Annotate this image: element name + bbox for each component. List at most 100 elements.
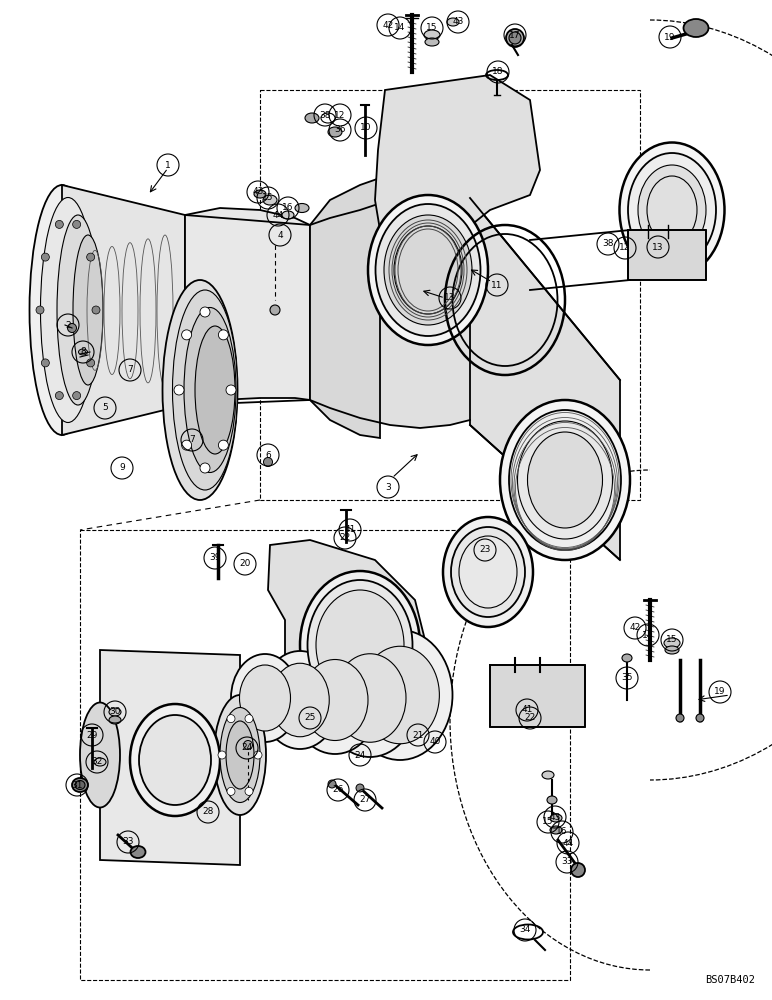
- Ellipse shape: [509, 32, 521, 44]
- Ellipse shape: [261, 651, 339, 749]
- Polygon shape: [268, 540, 425, 725]
- Text: 13: 13: [444, 294, 455, 302]
- Ellipse shape: [302, 660, 368, 740]
- Text: 34: 34: [520, 926, 530, 934]
- Text: 33: 33: [561, 857, 573, 866]
- Circle shape: [73, 220, 80, 228]
- Ellipse shape: [80, 702, 120, 808]
- Ellipse shape: [361, 646, 439, 744]
- Text: 28: 28: [202, 808, 214, 816]
- Ellipse shape: [322, 639, 418, 757]
- Text: 24: 24: [354, 750, 366, 760]
- Text: 8: 8: [80, 348, 86, 357]
- Text: 36: 36: [334, 125, 346, 134]
- Ellipse shape: [316, 590, 404, 700]
- Text: 32: 32: [91, 758, 103, 766]
- Circle shape: [86, 359, 95, 367]
- Ellipse shape: [622, 654, 632, 662]
- Text: 22: 22: [524, 714, 536, 722]
- Ellipse shape: [356, 784, 364, 792]
- Polygon shape: [375, 75, 540, 245]
- Text: 27: 27: [359, 796, 371, 804]
- Text: 12: 12: [334, 110, 346, 119]
- Ellipse shape: [443, 517, 533, 627]
- Ellipse shape: [571, 863, 585, 877]
- Ellipse shape: [305, 113, 319, 123]
- Ellipse shape: [638, 165, 706, 255]
- Ellipse shape: [162, 280, 238, 500]
- Polygon shape: [310, 195, 470, 428]
- Text: 41: 41: [521, 706, 533, 714]
- Text: 43: 43: [452, 17, 464, 26]
- Ellipse shape: [29, 185, 94, 435]
- Ellipse shape: [542, 771, 554, 779]
- Text: 15: 15: [426, 23, 438, 32]
- Ellipse shape: [307, 580, 412, 710]
- Text: 30: 30: [110, 708, 120, 716]
- Ellipse shape: [72, 778, 88, 792]
- Text: 16: 16: [557, 828, 567, 836]
- Text: 41: 41: [344, 526, 356, 534]
- Ellipse shape: [328, 780, 336, 788]
- Text: 20: 20: [239, 560, 251, 568]
- Ellipse shape: [271, 663, 329, 737]
- Ellipse shape: [57, 215, 99, 405]
- Text: 16: 16: [283, 204, 294, 213]
- Text: 17: 17: [510, 30, 521, 39]
- Ellipse shape: [547, 796, 557, 804]
- Text: 15: 15: [666, 636, 678, 645]
- Circle shape: [245, 715, 253, 723]
- Circle shape: [181, 440, 191, 450]
- Ellipse shape: [263, 195, 277, 205]
- Ellipse shape: [139, 715, 211, 805]
- Text: 4: 4: [277, 231, 283, 239]
- Circle shape: [42, 253, 49, 261]
- Text: 19: 19: [714, 688, 726, 696]
- Ellipse shape: [619, 142, 724, 277]
- Ellipse shape: [270, 305, 280, 315]
- Ellipse shape: [665, 646, 679, 654]
- FancyBboxPatch shape: [490, 665, 585, 727]
- Text: 44: 44: [562, 838, 574, 848]
- Ellipse shape: [243, 740, 252, 750]
- Ellipse shape: [550, 826, 562, 834]
- Text: 35: 35: [621, 674, 633, 682]
- Ellipse shape: [664, 638, 680, 648]
- Text: 25: 25: [304, 714, 316, 722]
- Text: 13: 13: [652, 242, 664, 251]
- Text: 9: 9: [119, 464, 125, 473]
- Circle shape: [56, 392, 63, 400]
- Ellipse shape: [347, 630, 452, 760]
- Circle shape: [174, 385, 184, 395]
- Text: 14: 14: [642, 631, 654, 640]
- Ellipse shape: [517, 421, 612, 539]
- Ellipse shape: [231, 654, 299, 742]
- Circle shape: [92, 306, 100, 314]
- Ellipse shape: [291, 646, 379, 754]
- Ellipse shape: [195, 326, 235, 454]
- Circle shape: [218, 751, 226, 759]
- Ellipse shape: [94, 758, 106, 766]
- Text: 21: 21: [412, 730, 424, 740]
- Text: 40: 40: [429, 738, 441, 746]
- Text: 3: 3: [385, 483, 391, 491]
- Polygon shape: [100, 650, 240, 865]
- Ellipse shape: [226, 721, 254, 789]
- Text: 39: 39: [209, 554, 221, 562]
- Ellipse shape: [425, 38, 439, 46]
- Text: 15: 15: [542, 818, 554, 826]
- Text: 43: 43: [550, 812, 560, 822]
- Text: 19: 19: [664, 32, 676, 41]
- Circle shape: [226, 385, 236, 395]
- Circle shape: [73, 392, 80, 400]
- Text: 31: 31: [71, 780, 83, 790]
- Ellipse shape: [282, 211, 294, 219]
- Text: 42: 42: [382, 20, 394, 29]
- Ellipse shape: [172, 290, 238, 490]
- Ellipse shape: [447, 18, 459, 26]
- Ellipse shape: [75, 780, 85, 790]
- Text: 14: 14: [394, 23, 406, 32]
- Text: 7: 7: [189, 436, 195, 444]
- Ellipse shape: [109, 708, 121, 716]
- Circle shape: [245, 787, 253, 795]
